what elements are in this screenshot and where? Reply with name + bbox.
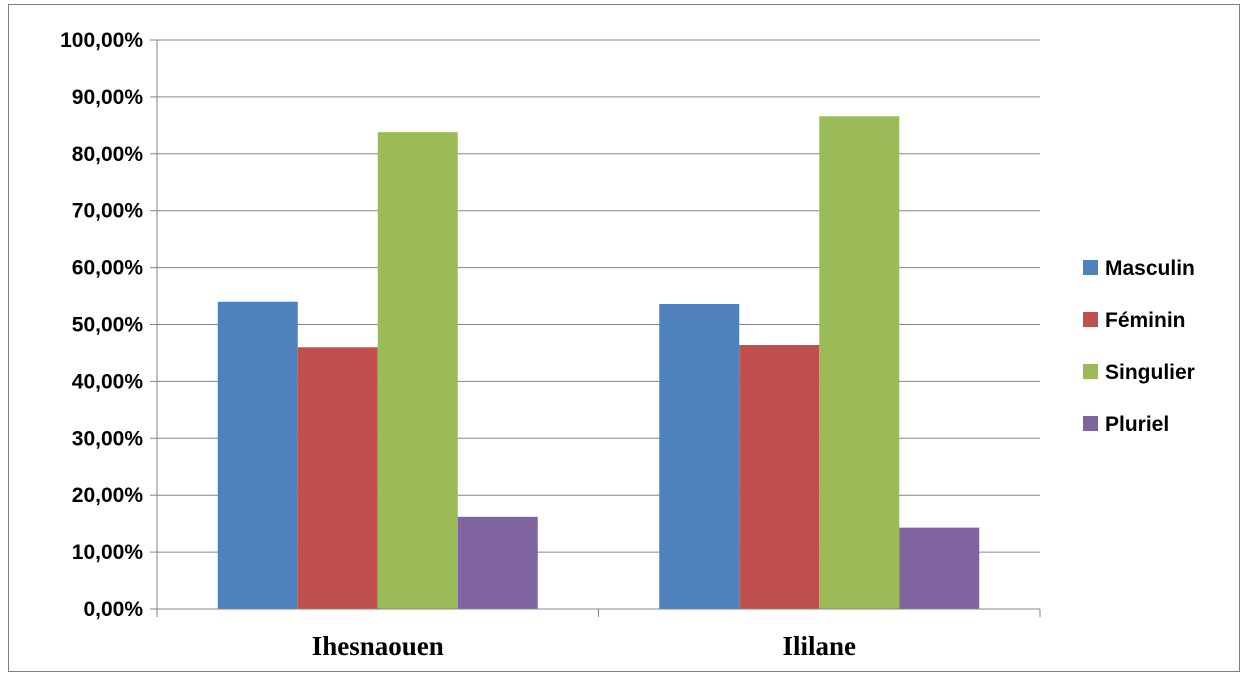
legend: Masculin Féminin Singulier Pluriel [1083, 257, 1195, 436]
y-tick-label: 20,00% [72, 484, 144, 507]
legend-label: Féminin [1105, 309, 1186, 332]
y-tick-label: 40,00% [72, 370, 144, 393]
x-tick-labels: Ihesnaouen Ililane [312, 631, 856, 661]
y-tick-label: 60,00% [72, 257, 144, 280]
bar-masculin-ililane [659, 304, 740, 609]
bar-singulier-ililane [819, 116, 900, 609]
bar-fminin-ihesnaouen [297, 347, 378, 609]
legend-swatch [1083, 364, 1098, 379]
legend-label: Pluriel [1105, 413, 1169, 436]
bar-singulier-ihesnaouen [377, 132, 458, 610]
legend-label: Masculin [1105, 257, 1195, 280]
legend-swatch [1083, 312, 1098, 327]
y-tick-label: 90,00% [72, 86, 144, 109]
x-tick-label: Ihesnaouen [312, 631, 444, 661]
bar-pluriel-ihesnaouen [457, 516, 538, 609]
bar-fminin-ililane [739, 344, 820, 609]
y-tick-label: 100,00% [60, 29, 143, 52]
y-tick-label: 0,00% [83, 598, 143, 621]
y-tick-labels: 0,00% 10,00% 20,00% 30,00% 40,00% 50,00% 60,00… [60, 29, 143, 621]
legend-label: Singulier [1105, 361, 1195, 384]
legend-swatch [1083, 260, 1098, 275]
y-tick-label: 80,00% [72, 143, 144, 166]
bar-masculin-ihesnaouen [217, 301, 298, 609]
y-tick-label: 50,00% [72, 314, 144, 337]
bar-pluriel-ililane [899, 527, 980, 609]
y-tick-label: 10,00% [72, 541, 144, 564]
y-tick-label: 30,00% [72, 427, 144, 450]
chart-frame [8, 4, 1240, 672]
x-tick-label: Ililane [782, 631, 856, 661]
bars [217, 116, 980, 610]
legend-swatch [1083, 416, 1098, 431]
y-tick-label: 70,00% [72, 200, 144, 223]
axes [150, 39, 1041, 617]
